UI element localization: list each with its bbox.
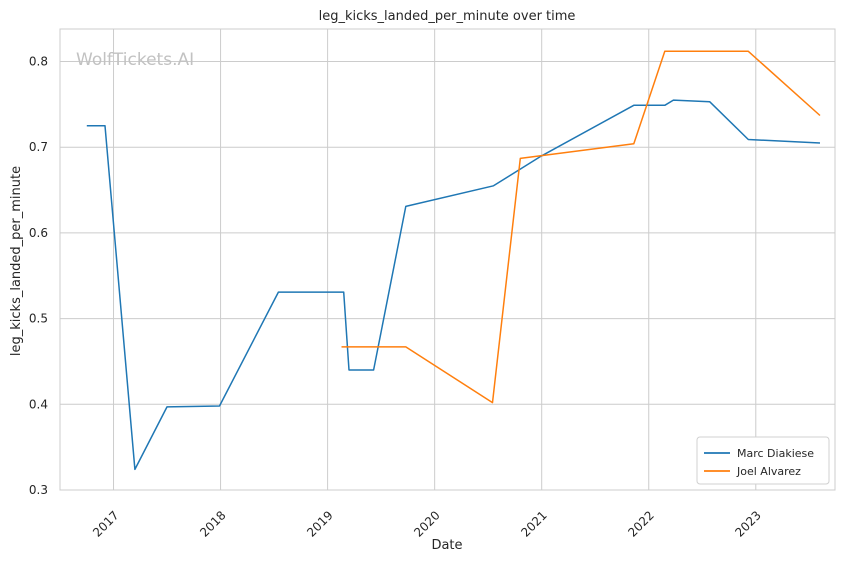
y-tick-label: 0.5 (29, 312, 48, 326)
plot-background (60, 29, 835, 490)
y-tick-label: 0.3 (29, 483, 48, 497)
series-lines (86, 50, 821, 471)
x-tick-label: 2022 (625, 508, 656, 539)
y-tick-labels: 0.3 0.4 0.5 0.6 0.7 0.8 (29, 55, 48, 497)
series-line (86, 99, 821, 471)
series-line (341, 50, 821, 404)
x-tick-label: 2019 (304, 508, 335, 539)
plot-frame (59, 28, 836, 491)
y-tick-label: 0.8 (29, 55, 48, 69)
y-tick-label: 0.7 (29, 140, 48, 154)
chart-title: leg_kicks_landed_per_minute over time (319, 9, 576, 24)
x-tick-labels: 2017 2018 2019 2020 2021 2022 2023 (90, 508, 764, 539)
watermark: WolfTickets.AI (76, 50, 194, 70)
x-axis-label: Date (431, 538, 462, 553)
legend-label: Marc Diakiese (737, 447, 814, 460)
x-tick-label: 2020 (411, 508, 442, 539)
x-tick-label: 2021 (518, 508, 549, 539)
legend-label: Joel Alvarez (736, 465, 801, 478)
y-axis-label: leg_kicks_landed_per_minute (9, 166, 24, 356)
legend-box (696, 436, 830, 485)
x-tick-label: 2018 (197, 508, 228, 539)
x-tick-label: 2017 (90, 508, 121, 539)
x-tick-label: 2023 (732, 508, 763, 539)
y-tick-label: 0.4 (29, 397, 48, 411)
legend: Marc Diakiese Joel Alvarez (696, 436, 830, 485)
y-tick-label: 0.6 (29, 226, 48, 240)
